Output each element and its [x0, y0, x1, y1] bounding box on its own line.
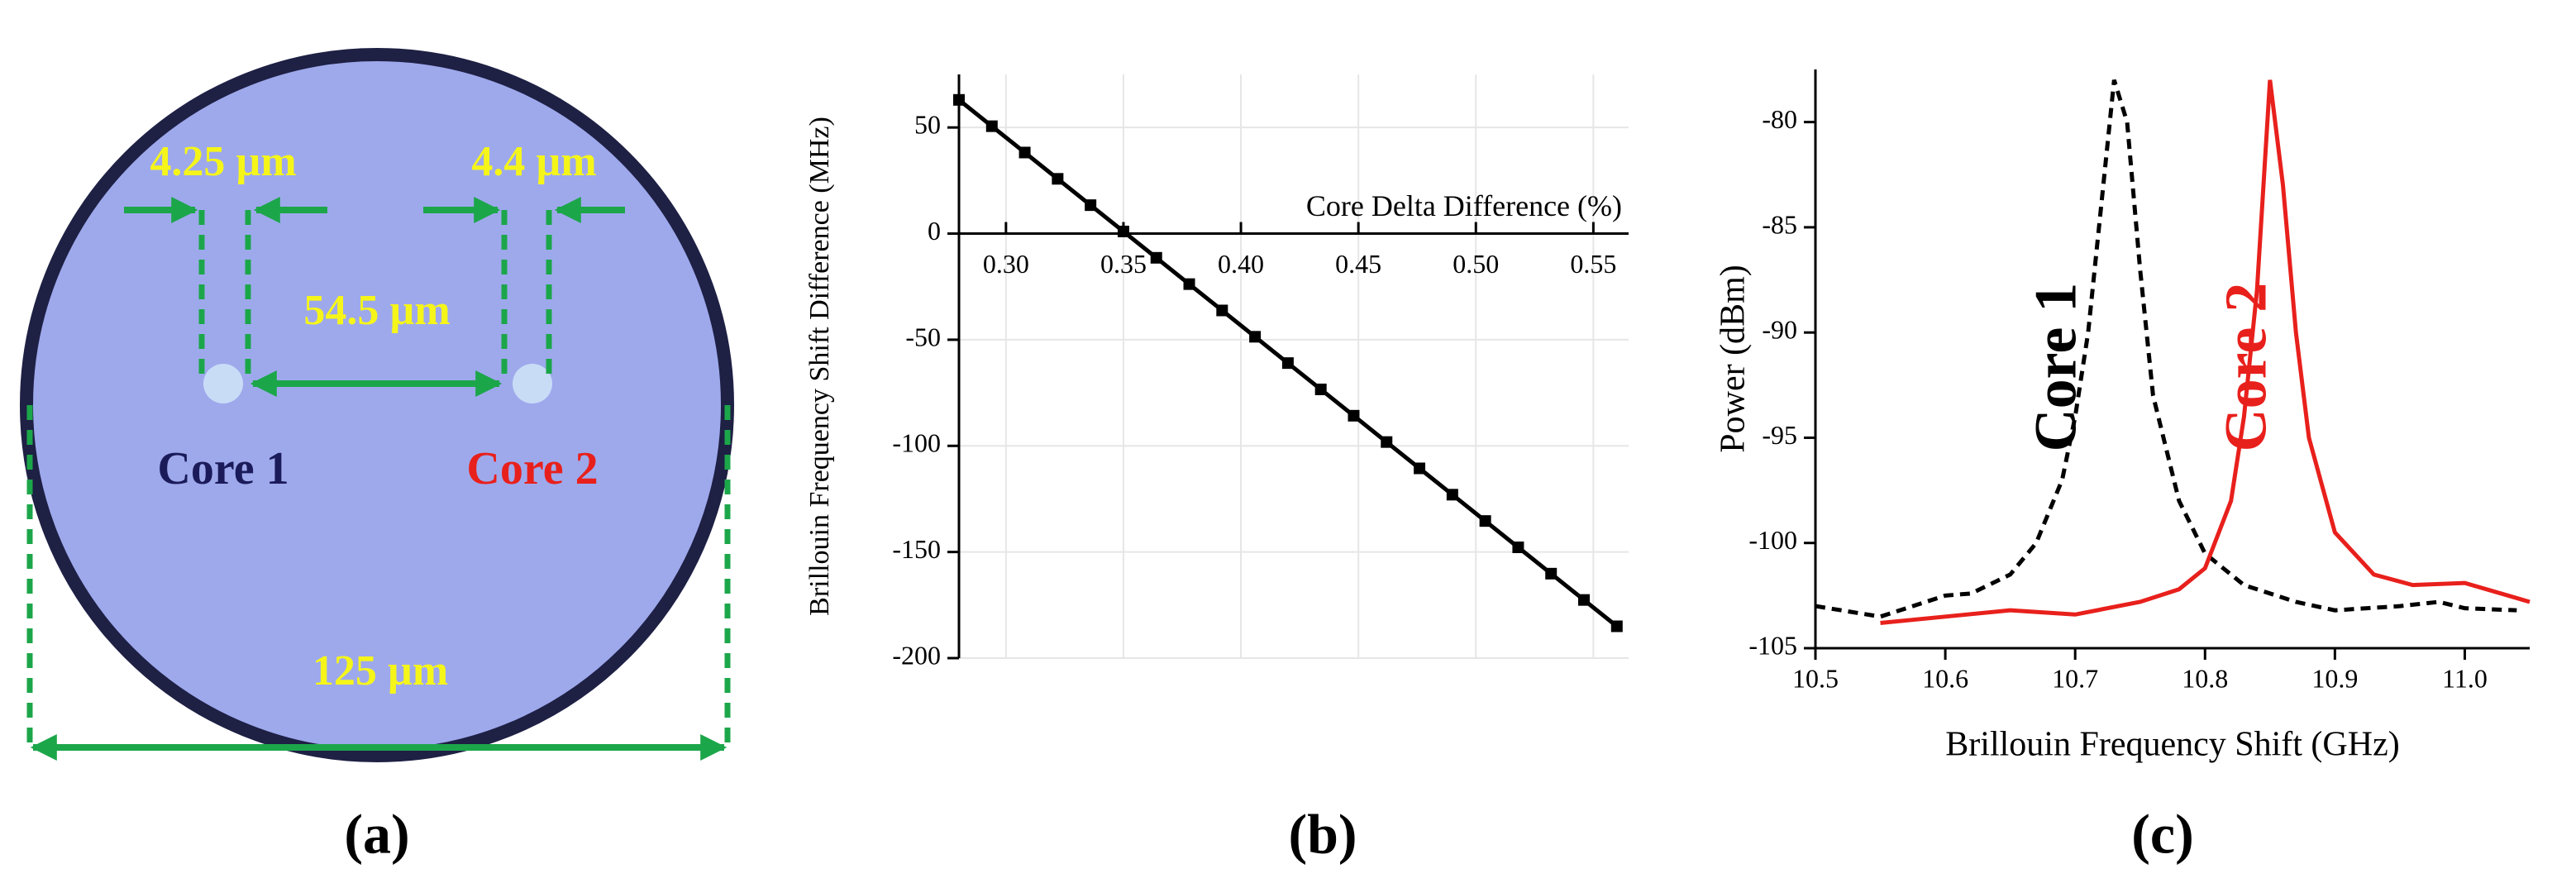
y-tick-label: -200: [892, 640, 941, 670]
x-tick-label: 11.0: [2442, 663, 2488, 693]
panel-label: (c): [2131, 803, 2193, 866]
marker: [1446, 489, 1458, 501]
marker: [1610, 620, 1623, 632]
x-tick-label: 0.30: [983, 249, 1029, 279]
x-tick-label: 10.6: [1922, 663, 1968, 693]
marker: [985, 120, 998, 132]
x-axis-label: Core Delta Difference (%): [1306, 189, 1622, 222]
y-tick-label: -95: [1762, 420, 1797, 450]
x-tick-label: 0.45: [1335, 249, 1381, 279]
dimension-label: 54.5 µm: [303, 287, 450, 334]
x-axis-label: Brillouin Frequency Shift (GHz): [1945, 726, 2399, 764]
y-tick-label: -150: [892, 534, 941, 564]
core-label: Core 2: [466, 443, 598, 494]
marker: [1381, 436, 1393, 448]
x-tick-label: 10.5: [1792, 663, 1839, 693]
marker: [1545, 567, 1558, 580]
x-tick-label: 10.7: [2052, 663, 2098, 693]
marker: [1578, 594, 1590, 606]
marker: [1085, 199, 1097, 212]
y-tick-label: -105: [1748, 630, 1797, 660]
marker: [1348, 409, 1360, 422]
panel-label: (b): [1288, 803, 1357, 866]
fiber-diagram: 4.25 µm 4.4 µm 54.5 µm 125 µm Core 1 Cor…: [20, 48, 734, 762]
dimension-label: 125 µm: [312, 647, 448, 694]
dimension-guides: [26, 210, 731, 747]
marker: [1150, 251, 1162, 264]
x-tick-label: 0.35: [1100, 249, 1147, 279]
x-tick-label: 0.40: [1218, 249, 1264, 279]
marker: [1281, 357, 1294, 370]
marker: [1216, 304, 1228, 317]
y-axis-label: Brillouin Frequency Shift Difference (MH…: [804, 117, 835, 616]
marker: [1414, 462, 1426, 475]
marker: [1183, 278, 1195, 290]
y-tick-label: -100: [1748, 525, 1797, 555]
marker: [1052, 173, 1064, 185]
series-label: Core 1: [2023, 283, 2089, 452]
y-tick-label: -50: [905, 322, 941, 351]
marker: [1512, 541, 1524, 553]
marker: [1479, 515, 1491, 527]
marker: [1018, 146, 1031, 159]
y-tick-label: 0: [928, 216, 941, 246]
x-tick-label: 0.55: [1570, 249, 1616, 279]
y-tick-label: 50: [914, 110, 941, 140]
y-tick-label: -85: [1762, 209, 1797, 239]
core: [513, 364, 552, 403]
y-tick-label: -90: [1762, 315, 1797, 345]
core-label: Core 1: [157, 443, 289, 494]
marker: [1117, 225, 1129, 237]
y-tick-label: -100: [892, 428, 941, 458]
dimension-label: 4.4 µm: [471, 138, 596, 185]
y-tick-label: -80: [1762, 104, 1797, 134]
panel-label: (a): [344, 803, 409, 866]
y-axis-label: Power (dBm): [1715, 265, 1753, 452]
x-tick-label: 0.50: [1453, 249, 1499, 279]
dimension-label: 4.25 µm: [150, 138, 296, 185]
marker: [1314, 383, 1327, 395]
x-tick-label: 10.8: [2182, 663, 2228, 693]
core: [203, 364, 243, 403]
marker: [1249, 331, 1262, 343]
x-tick-label: 10.9: [2311, 663, 2358, 693]
series-line: [1880, 79, 2531, 625]
series-label: Core 2: [2213, 283, 2279, 452]
marker: [953, 93, 965, 106]
series-line: [1815, 79, 2517, 619]
